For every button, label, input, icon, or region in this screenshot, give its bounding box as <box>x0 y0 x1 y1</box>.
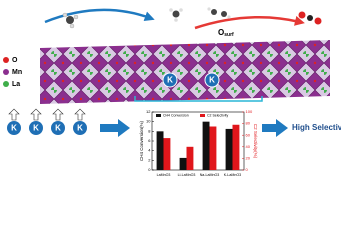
chart: 0 2 4 6 8 10 12 0 20 40 60 80 100 CH4 Conversion(%) C2… <box>139 109 258 177</box>
y2-tick-label: 80 <box>246 121 251 126</box>
y2-axis-label: C2 Selectivity(%) <box>253 124 258 159</box>
k-label: K <box>55 124 61 133</box>
up-arrow <box>74 108 86 121</box>
x-tick-label: Na-LaMnO3 <box>200 173 220 177</box>
o-dot <box>3 57 9 63</box>
blue-arrow <box>44 8 155 24</box>
methyl <box>169 8 183 22</box>
bar <box>186 146 194 170</box>
y2-tick-label: 60 <box>246 132 251 137</box>
result-label: High Selectivity <box>292 123 341 132</box>
y-axis-label: CH4 Conversion(%) <box>139 120 144 161</box>
y-tick-label: 8 <box>148 128 151 133</box>
surface-oxygen: Osurf <box>218 28 234 38</box>
y-tick-label: 4 <box>148 148 151 153</box>
y2-tick-label: 100 <box>246 109 253 114</box>
up-arrow <box>30 108 42 121</box>
legend-label: CH4 Conversion <box>163 114 189 118</box>
x-tick-label: K-LaMnO3 <box>224 173 241 177</box>
bar <box>163 138 171 170</box>
mn-dot <box>3 69 9 75</box>
k-ion <box>29 121 43 135</box>
x-tick-label: LaMnO3 <box>157 173 171 177</box>
legend-swatch <box>156 114 161 117</box>
y-tick-label: 0 <box>148 167 151 172</box>
element-label: O <box>12 57 18 64</box>
y-tick-label: 6 <box>148 138 151 143</box>
bar <box>156 131 164 170</box>
bar <box>209 126 217 170</box>
x-tick-label: Li-LaMnO3 <box>178 173 196 177</box>
arrow <box>262 119 288 137</box>
k-label: K <box>11 124 17 133</box>
crystal-structure <box>40 40 330 104</box>
bar <box>232 124 240 170</box>
k-ion <box>162 72 178 88</box>
k-label: K <box>167 76 173 85</box>
red-arrow <box>194 15 305 30</box>
element-label: La <box>12 81 20 88</box>
bracket <box>134 96 263 102</box>
k-label: K <box>33 124 39 133</box>
y2-tick-label: 0 <box>246 167 249 172</box>
y-tick-label: 12 <box>146 109 151 114</box>
bar <box>179 157 187 170</box>
up-arrow <box>8 108 20 121</box>
co2 <box>298 11 322 25</box>
k-label: K <box>209 76 215 85</box>
ethane <box>207 7 231 19</box>
k-label: K <box>77 124 83 133</box>
k-ion <box>204 72 220 88</box>
k-ion <box>7 121 21 135</box>
element-label: Mn <box>12 69 22 76</box>
bar <box>225 128 233 170</box>
bar <box>202 121 210 170</box>
k-ion <box>73 121 87 135</box>
la-dot <box>3 81 9 87</box>
y2-tick-label: 40 <box>246 144 251 149</box>
y2-tick-label: 20 <box>246 155 251 160</box>
arrow <box>100 119 130 137</box>
legend-swatch <box>200 114 205 117</box>
y-tick-label: 10 <box>146 119 151 124</box>
y-tick-label: 2 <box>148 157 151 162</box>
legend-label: C2 Selectivity <box>207 114 228 118</box>
methane <box>62 12 79 29</box>
k-ion <box>51 121 65 135</box>
up-arrow <box>52 108 64 121</box>
